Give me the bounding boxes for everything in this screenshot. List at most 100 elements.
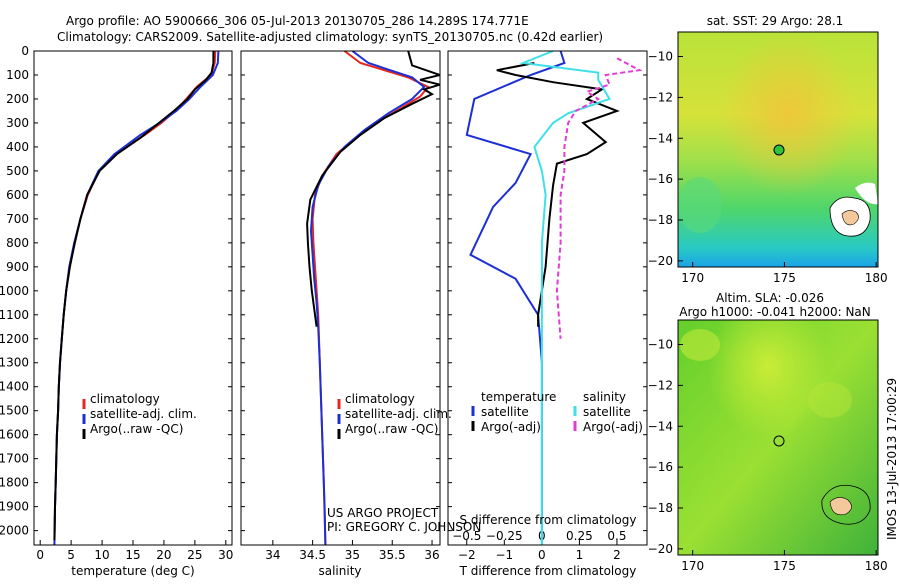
difference-panel: −2 −1 0 1 2−0.5 −0.25 0 0.25 0.5 S difference fr… [447,50,648,578]
legend-t-argo: Argo(-adj) [481,420,541,434]
series-difference-3 [555,57,643,339]
ytick-label: 800 [6,236,29,250]
ytick-label: 300 [6,116,29,130]
pi-label: PI: GREGORY C. JOHNSON [327,520,481,534]
legend-salinity-title: salinity [583,390,626,404]
ytick-label: 900 [6,260,29,274]
ytick-label: 0 [21,44,29,58]
map-xtick-label: 180 [865,559,888,573]
ytick-label: 1000 [0,284,29,298]
series-salinity-2 [306,51,440,327]
ytick-label: 1200 [0,332,29,346]
xtick-label: 20 [156,548,171,562]
legend-t-satellite: satellite [481,405,529,419]
header-line-1: Argo profile: AO 5900666_306 05-Jul-2013… [66,14,529,28]
xtick-label: 25 [187,548,202,562]
legend-argo-s: Argo(..raw -QC) [345,422,438,436]
salinity-xlabel: salinity [318,564,361,578]
map-ytick-label: −14 [648,419,673,433]
legend-satellite-adj: satellite-adj. clim. [90,407,197,421]
sst-map: sat. SST: 29 Argo: 28.1 170 175 180 −10 −12 −… [648,14,888,285]
legend-satellite-adj-s: satellite-adj. clim. [345,407,452,421]
xtick-label: 30 [218,548,233,562]
ytick-label: 100 [6,68,29,82]
series-difference-0 [465,51,566,545]
xtick-label: 15 [125,548,140,562]
ytick-label: 1100 [0,308,29,322]
ytick-label: 1900 [0,500,29,514]
map-xtick-label: 180 [865,271,888,285]
xtick-label: 34 [265,548,280,562]
xtick-label: −1 [495,548,513,562]
difference-x-axis: −2 −1 0 1 2−0.5 −0.25 0 0.25 0.5 [448,50,647,562]
xtick-label: 2 [613,548,621,562]
ytick-label: 500 [6,164,29,178]
series-temperature-1 [53,51,220,545]
series-difference-1 [496,62,620,327]
map-ytick-label: −16 [648,460,673,474]
depth-axis: 0 100 200 300 400 500 600 700 800 900 1000 1100 1200… [0,44,29,538]
legend-climatology: climatology [90,392,160,406]
sla-island [829,497,852,516]
salinity-panel: 34 34.5 35 35.5 36 salinity climatology sate… [240,50,481,578]
header-line-2: Climatology: CARS2009. Satellite-adjuste… [57,30,603,44]
ytick-label: 700 [6,212,29,226]
ytick-label: 1300 [0,356,29,370]
ytick-label: 600 [6,188,29,202]
map-ytick-label: −10 [648,338,673,352]
map-ytick-label: −20 [648,254,673,268]
ytick-label: 200 [6,92,29,106]
map-ytick-label: −14 [648,131,673,145]
map-ytick-label: −12 [648,378,673,392]
map-xtick-label: 170 [681,559,704,573]
difference-frame [447,50,648,546]
temperature-xlabel: temperature (deg C) [71,564,194,578]
sla-title-2: Argo h1000: -0.041 h2000: NaN [679,305,871,319]
sla-title-1: Altim. SLA: -0.026 [716,291,824,305]
xtick-label: 36 [424,548,439,562]
sla-argo-marker [773,435,785,447]
legend-argo: Argo(..raw -QC) [90,422,183,436]
temperature-frame [33,50,233,546]
xtick-label: 0 [36,548,44,562]
map-xtick-label: 170 [681,271,704,285]
legend-s-satellite: satellite [583,405,631,419]
ytick-label: 1500 [0,404,29,418]
xtick-label: −2 [458,548,476,562]
map-ytick-label: −16 [648,172,673,186]
legend-s-argo: Argo(-adj) [583,420,643,434]
xtick-label: 35 [345,548,360,562]
map-ytick-label: −10 [648,50,673,64]
map-ytick-label: −18 [648,501,673,515]
sla-landmass [821,484,871,525]
series-temperature-2 [53,51,215,541]
xtick-top-label: −0.5 [452,529,481,543]
project-label: US ARGO PROJECT [327,506,439,520]
salinity-x-axis: 34 34.5 35 35.5 36 [241,50,440,562]
xtick-label: 0 [538,548,546,562]
imos-stamp: IMOS 13-Jul-2013 17:00:29 [885,378,899,540]
xtick-top-label: 0.25 [566,529,593,543]
xtick-label: 10 [94,548,109,562]
salinity-frame [240,50,441,546]
series-difference-2 [519,51,611,545]
temperature-panel: 0100200300400500600700800900100011001200… [0,44,233,578]
series-temperature-0 [53,51,217,545]
difference-legend: temperature salinity satellite Argo(-adj… [471,390,643,434]
map-ytick-label: −20 [648,542,673,556]
series-salinity-1 [309,51,426,545]
xtick-label: 5 [67,548,75,562]
ytick-label: 1400 [0,380,29,394]
fiji-island [841,210,859,226]
map-xtick-label: 175 [773,559,796,573]
ytick-label: 1700 [0,452,29,466]
map-xtick-label: 175 [773,271,796,285]
ytick-label: 1800 [0,476,29,490]
map-ytick-label: −12 [648,90,673,104]
xtick-label: 35.5 [379,548,406,562]
difference-xlabel-top: S difference from climatology [460,513,637,527]
salinity-legend: climatology satellite-adj. clim. Argo(..… [337,392,452,439]
sst-argo-marker [773,144,785,156]
temperature-x-axis: 0 5 10 15 20 25 30 [34,50,233,562]
